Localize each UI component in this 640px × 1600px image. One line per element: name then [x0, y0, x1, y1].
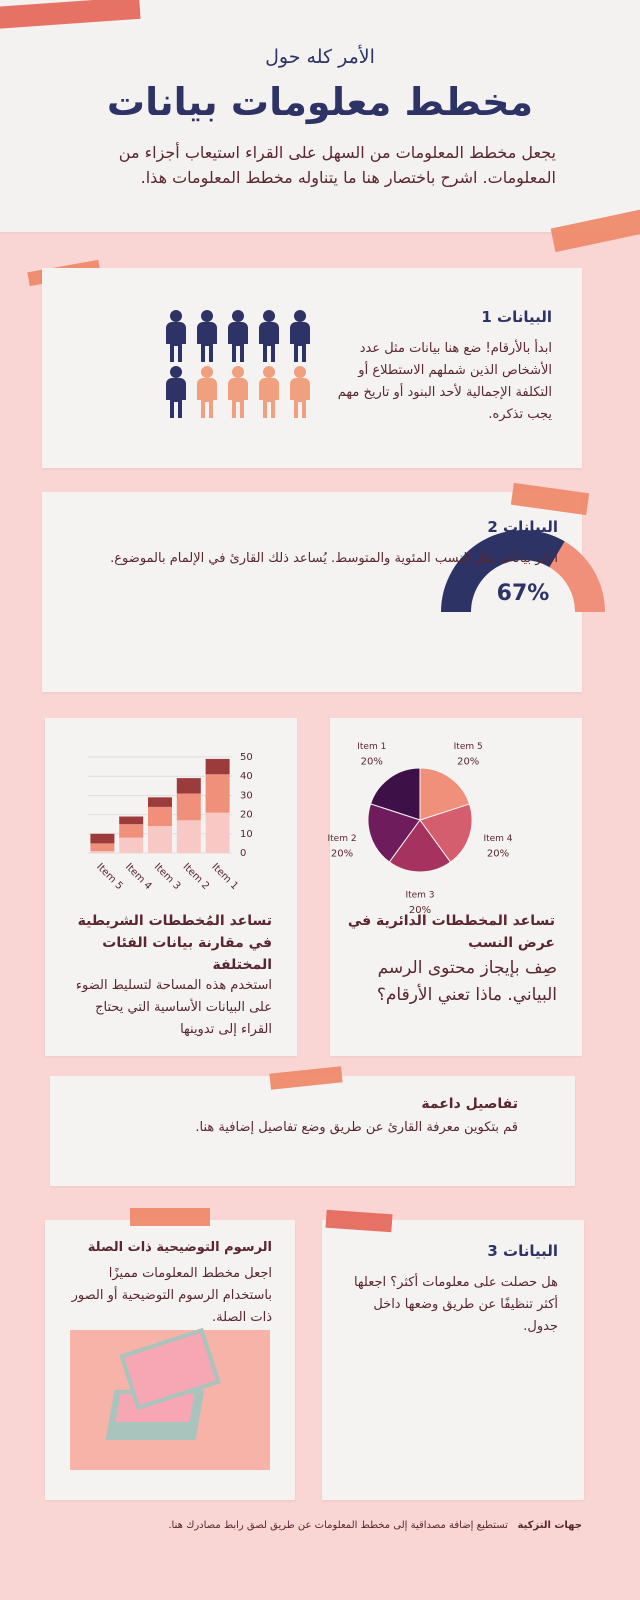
footer: جهات التزكية تستطيع إضافة مصداقية إلى مخ… [160, 1520, 582, 1531]
person-icon [197, 310, 217, 362]
section-body: اذكر بيانات مثل النسب المئوية والمتوسط. … [110, 551, 558, 566]
pie-slice [388, 819, 452, 873]
section-body: هل حصلت على معلومات أكثر؟ اجعلها أكثر تن… [353, 1275, 558, 1334]
person-icon [197, 366, 217, 418]
pie-value-label: 20% [331, 848, 353, 859]
bar-segment [176, 820, 201, 853]
gauge-value [441, 530, 565, 612]
details-title: تفاصيل داعمة [421, 1096, 518, 1112]
kicker: الأمر كله حول [265, 46, 375, 68]
card [42, 268, 582, 468]
section-title: البيانات 1 [481, 308, 552, 326]
pie-slice [419, 767, 471, 821]
bar-segment [119, 816, 144, 825]
card [50, 1076, 575, 1186]
card [42, 492, 582, 692]
section-title: البيانات 2 [487, 518, 558, 536]
footer-title: جهات التزكية [517, 1520, 582, 1531]
pie-slice [369, 767, 421, 821]
gauge-label: 67% [497, 581, 550, 606]
pie-label: Item 4 [483, 834, 512, 844]
person-icon [228, 310, 248, 362]
y-tick-label: 0 [240, 848, 246, 859]
pie-value-label: 20% [457, 757, 479, 768]
y-tick-label: 30 [240, 790, 253, 801]
card [322, 1220, 584, 1500]
title: مخطط معلومات بيانات [106, 80, 534, 124]
bar-segment [176, 793, 201, 821]
x-tick-label: Item 5 [94, 861, 125, 892]
bar-segment [90, 843, 115, 852]
y-tick-label: 20 [240, 810, 253, 821]
bar-segment [119, 824, 144, 838]
bar-segment [90, 851, 115, 853]
footer-body: تستطيع إضافة مصداقية إلى مخطط المعلومات … [168, 1520, 508, 1531]
bar-segment [205, 774, 230, 813]
person-icon [290, 310, 310, 362]
pie-slice [419, 803, 473, 863]
card [45, 718, 297, 1056]
pie-label: Item 1 [357, 742, 386, 752]
y-tick-label: 40 [240, 771, 253, 782]
x-tick-label: Item 3 [152, 861, 183, 892]
bar-segment [205, 758, 230, 775]
pie-value-label: 20% [487, 848, 509, 859]
section-title: البيانات 3 [487, 1242, 558, 1260]
x-tick-label: Item 1 [209, 861, 240, 892]
bar-segment [90, 833, 115, 844]
pie-value-label: 20% [361, 757, 383, 768]
card [330, 718, 582, 1056]
header-background [0, 0, 640, 232]
pie-label: Item 5 [454, 742, 483, 752]
gauge-rest [549, 541, 605, 612]
illustrations-title: الرسوم التوضيحية ذات الصلة [87, 1240, 272, 1255]
person-icon [290, 366, 310, 418]
intro: يجعل مخطط المعلومات من السهل على القراء … [118, 143, 556, 187]
pie-label: Item 2 [327, 834, 356, 844]
bar-segment [205, 812, 230, 853]
person-icon [259, 366, 279, 418]
chart-caption-body: صِف بإيجاز محتوى الرسم البياني. ماذا تعن… [376, 958, 557, 1005]
x-tick-label: Item 2 [181, 861, 212, 892]
bar-segment [148, 826, 172, 853]
bar-segment [176, 778, 201, 794]
section-body: ابدأ بالأرقام! ضع هنا بيانات مثل عدد الأ… [337, 341, 552, 422]
pie-label: Item 3 [405, 891, 434, 901]
chart-caption-title: تساعد المُخططات الشريطية في مقارنة بيانا… [77, 913, 272, 973]
person-icon [259, 310, 279, 362]
tape [130, 1208, 210, 1226]
person-icon [166, 310, 186, 362]
y-tick-label: 10 [240, 829, 253, 840]
person-icon [228, 366, 248, 418]
bar-segment [119, 837, 144, 853]
chart-caption-body: استخدم هذه المساحة لتسليط الضوء على البي… [75, 978, 272, 1037]
chart-caption-title: تساعد المخططات الدائرية في عرض النسب [347, 913, 555, 951]
person-icon [166, 366, 186, 418]
x-tick-label: Item 4 [123, 861, 154, 892]
bar-segment [148, 797, 172, 807]
pie-value-label: 20% [409, 905, 431, 916]
details-body: قم بتكوين معرفة القارئ عن طريق وضع تفاصي… [195, 1120, 518, 1135]
pie-slice [367, 803, 421, 863]
illustration [70, 1327, 270, 1470]
y-tick-label: 50 [240, 752, 253, 763]
bar-segment [148, 806, 172, 827]
illustrations-body: اجعل مخطط المعلومات مميزًا باستخدام الرس… [71, 1266, 272, 1325]
